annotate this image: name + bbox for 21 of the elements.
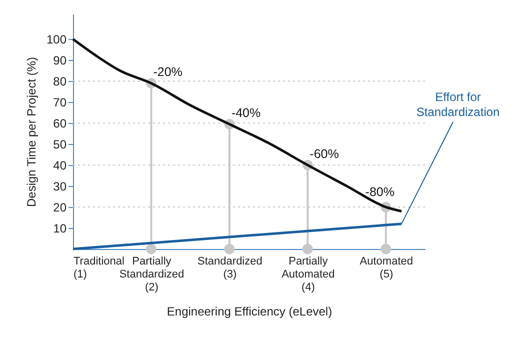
annotation: -20% [153,65,182,80]
y-tick-label: 60 [53,116,67,131]
annotation: -40% [231,106,261,120]
y-tick-label: 70 [53,96,67,110]
y-tick-label: 100 [46,32,67,47]
x-tick-label: Standardized (3) [198,256,262,280]
y-tick-label: 10 [53,222,67,236]
y-tick-label: 50 [53,138,67,152]
annotation: Effort for Standardization [416,90,500,119]
x-axis-title: Engineering Efficiency (eLevel) [166,304,332,318]
annotation: -60% [310,147,339,162]
x-tick-label: Partially Automated (4) [282,256,335,294]
annotation: -80% [365,185,394,200]
y-tick-label: 90 [53,54,67,68]
y-tick-label: 40 [53,158,67,173]
y-tick-label: 80 [53,74,67,89]
y-tick-label: 20 [53,200,67,215]
y-tick-label: 30 [53,180,67,194]
x-tick-label: Automated (5) [360,256,413,280]
line-series [72,38,403,212]
y-axis-title: Design Time per Project (%) [24,56,38,208]
